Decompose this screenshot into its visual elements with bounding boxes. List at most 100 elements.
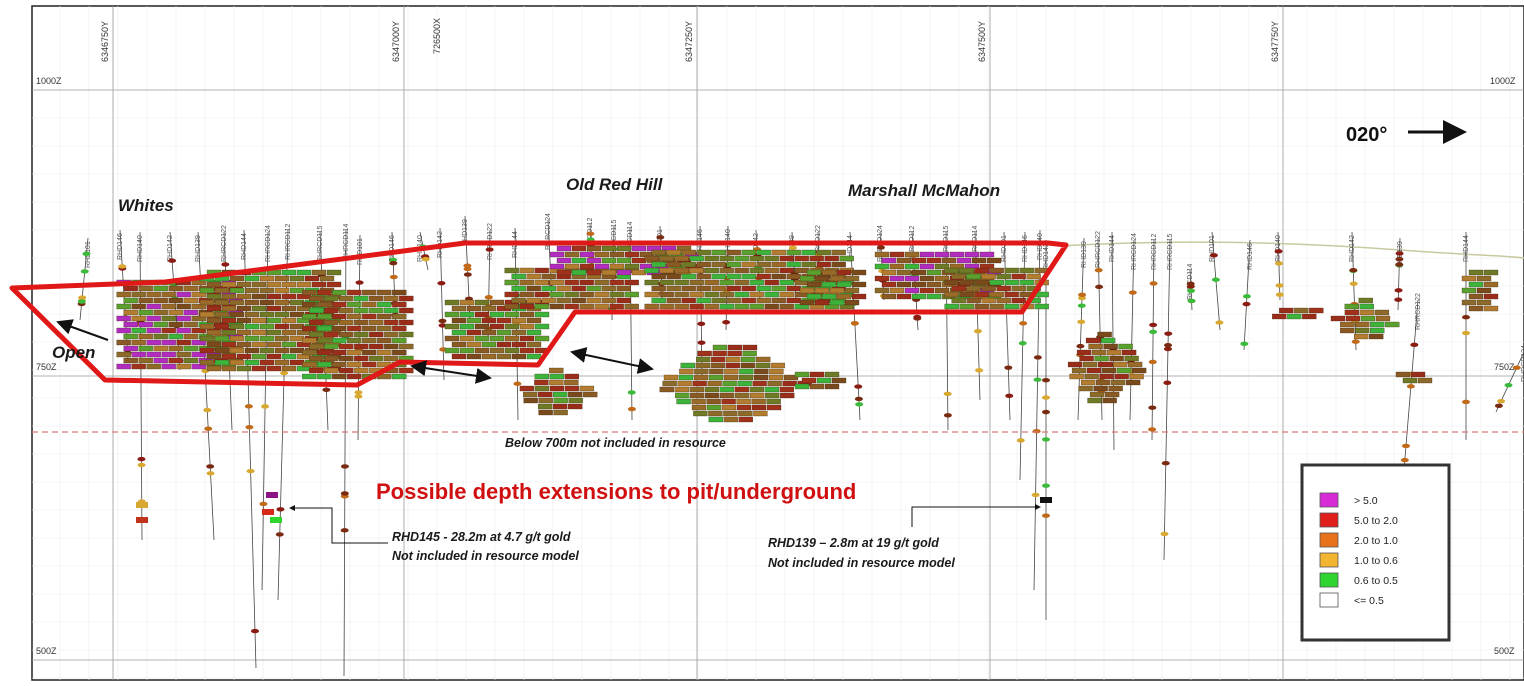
grade-block xyxy=(609,279,624,286)
grade-block xyxy=(1087,397,1102,404)
grade-block xyxy=(1125,379,1141,386)
grade-block xyxy=(474,311,490,318)
grade-block xyxy=(709,368,724,375)
grade-block xyxy=(274,299,290,306)
hole-collar-label: RHD101 xyxy=(1209,235,1216,262)
grade-block xyxy=(839,255,854,262)
grade-block xyxy=(708,416,723,423)
grade-block xyxy=(138,345,153,352)
grade-block xyxy=(711,249,726,256)
grade-block xyxy=(571,285,586,292)
grade-block xyxy=(161,351,176,358)
grade-block xyxy=(526,285,541,292)
grade-block xyxy=(564,303,579,310)
grade-block xyxy=(176,303,191,310)
grade-block xyxy=(251,293,267,300)
grade-block xyxy=(332,337,347,344)
grade-mark xyxy=(1497,398,1506,404)
grade-block xyxy=(523,397,538,404)
grade-block xyxy=(689,267,704,274)
grade-block xyxy=(176,327,191,334)
grade-block xyxy=(564,291,579,298)
grade-block xyxy=(723,410,738,417)
grade-block xyxy=(896,257,912,264)
grade-block xyxy=(740,362,755,369)
grade-block xyxy=(964,251,980,258)
grade-block xyxy=(601,245,617,252)
grade-block xyxy=(526,353,542,360)
grade-mark xyxy=(1078,295,1087,301)
grade-block xyxy=(459,323,475,330)
grade-block xyxy=(1034,303,1049,310)
grade-block xyxy=(281,365,297,372)
grade-block xyxy=(719,279,734,286)
grade-block xyxy=(1106,349,1122,356)
headline: Possible depth extensions to pit/undergr… xyxy=(376,479,856,504)
grade-block xyxy=(764,279,779,286)
grade-block xyxy=(926,281,942,288)
grade-block xyxy=(251,281,267,288)
grade-block xyxy=(741,285,756,292)
grade-block xyxy=(934,287,950,294)
grade-block xyxy=(568,391,583,398)
grade-block xyxy=(663,374,679,381)
grade-block xyxy=(504,267,519,274)
legend-label: > 5.0 xyxy=(1354,495,1378,507)
grade-block xyxy=(708,410,723,417)
grade-block xyxy=(926,293,942,300)
grade-block xyxy=(631,269,647,276)
grade-block xyxy=(266,293,282,300)
grade-block xyxy=(251,341,267,348)
grade-block xyxy=(809,255,824,262)
grade-block xyxy=(814,275,830,282)
grade-block xyxy=(1358,297,1373,304)
grade-block xyxy=(662,380,677,387)
northing-label: 6346750Y xyxy=(100,21,110,62)
grade-block xyxy=(764,255,779,262)
grade-block xyxy=(504,279,519,286)
grade-block xyxy=(1476,287,1492,294)
rl-label-left: 500Z xyxy=(36,646,57,656)
grade-block xyxy=(831,249,846,256)
grade-block xyxy=(176,291,191,298)
grade-block xyxy=(274,287,290,294)
grade-block xyxy=(274,323,290,330)
grade-block xyxy=(768,374,784,381)
grade-block xyxy=(725,362,740,369)
grade-block xyxy=(735,392,750,399)
grade-block xyxy=(783,374,799,381)
grade-block xyxy=(726,273,741,280)
grade-block xyxy=(538,391,553,398)
grade-mark xyxy=(1394,288,1403,293)
grade-block xyxy=(944,291,959,298)
grade-mark xyxy=(1462,399,1470,405)
grade-block xyxy=(766,398,781,405)
grade-mark xyxy=(1077,303,1086,308)
grade-block xyxy=(674,267,689,274)
grade-block xyxy=(720,392,735,399)
grade-block xyxy=(989,291,1004,298)
grade-block xyxy=(666,285,681,292)
grade-block xyxy=(1461,299,1477,306)
grade-block xyxy=(1127,361,1143,368)
grade-block xyxy=(466,317,482,324)
grade-block xyxy=(737,380,752,387)
grade-mark xyxy=(340,464,349,469)
grade-block xyxy=(116,291,131,298)
grade-block xyxy=(727,344,743,351)
grade-block xyxy=(1004,303,1019,310)
grade-block xyxy=(806,269,822,276)
grade-block xyxy=(831,261,846,268)
grade-block xyxy=(919,251,935,258)
grade-mark xyxy=(854,396,863,402)
grade-block xyxy=(644,291,659,298)
grade-block xyxy=(1294,307,1309,314)
grade-block xyxy=(399,367,414,374)
hole-collar-label: RHD142 xyxy=(753,233,760,260)
hole-collar-label: RHD142 xyxy=(1349,235,1356,262)
grade-block xyxy=(161,327,176,334)
grade-block xyxy=(289,311,305,318)
grade-block xyxy=(116,351,131,358)
grade-mark xyxy=(1211,277,1220,282)
grade-block xyxy=(712,344,728,351)
